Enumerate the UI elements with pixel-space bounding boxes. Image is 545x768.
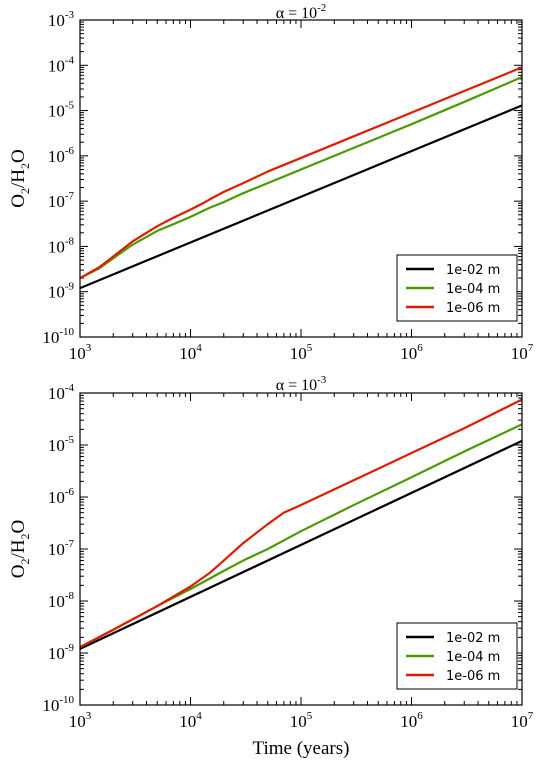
legend: 1e-02 m 1e-04 m 1e-06 m	[396, 254, 518, 322]
legend: 1e-02 m 1e-04 m 1e-06 m	[396, 622, 518, 690]
plot-frame	[79, 392, 523, 706]
y-tick-label: 10-7	[48, 538, 75, 559]
series-line-1e-06-m	[80, 398, 522, 649]
minor-ticks	[80, 20, 522, 337]
y-tick-label: 10-3	[48, 9, 75, 30]
series-line-1e-06-m	[80, 66, 522, 280]
series-group	[80, 66, 522, 290]
x-tick-label: 106	[400, 710, 423, 731]
y-tick-label: 10-6	[48, 486, 75, 507]
series-line-1e-02-m	[80, 104, 522, 290]
y-tick-label: 10-9	[48, 281, 75, 302]
series-group	[80, 398, 522, 650]
legend-label: 1e-04 m	[446, 650, 500, 665]
legend-label: 1e-06 m	[446, 669, 500, 684]
plot-frame	[79, 19, 523, 338]
legend-label: 1e-02 m	[446, 263, 500, 278]
y-tick-label: 10-5	[48, 100, 75, 121]
x-tick-label: 103	[69, 710, 92, 731]
x-tick-label: 103	[69, 342, 92, 363]
y-tick-label: 10-6	[48, 145, 75, 166]
y-axis-label: O2/H2O	[8, 520, 32, 578]
y-tick-label: 10-7	[48, 190, 75, 211]
legend-label: 1e-06 m	[446, 301, 500, 316]
chart-panel-2: 103 104 105 106 107 10-10 10-9 10-8 10-7 10-6 10-5…	[8, 374, 534, 759]
x-tick-label: 104	[179, 342, 202, 363]
chart-title: α = 10-2	[276, 2, 327, 22]
x-tick-label: 107	[511, 342, 534, 363]
y-tick-label: 10-8	[48, 590, 75, 611]
chart-panel-1: 103 104 105 106 107 10-10 10-9 10-8 10-7 10-6 10-5…	[8, 2, 534, 363]
chart-title: α = 10-3	[276, 374, 327, 394]
x-tick-label: 104	[179, 710, 202, 731]
y-tick-label: 10-10	[42, 326, 74, 347]
legend-label: 1e-04 m	[446, 282, 500, 297]
y-tick-label: 10-10	[42, 694, 74, 715]
y-axis-label: O2/H2O	[8, 149, 32, 207]
x-tick-label: 105	[290, 710, 313, 731]
y-tick-label: 10-9	[48, 642, 75, 663]
x-tick-label: 105	[290, 342, 313, 363]
x-tick-label: 106	[400, 342, 423, 363]
y-tick-label: 10-4	[48, 54, 75, 75]
legend-label: 1e-02 m	[446, 631, 500, 646]
minor-ticks	[80, 393, 522, 705]
x-axis-label: Time (years)	[253, 738, 350, 759]
y-tick-label: 10-4	[48, 382, 75, 403]
y-tick-label: 10-5	[48, 434, 75, 455]
series-line-1e-04-m	[80, 75, 522, 280]
series-line-1e-02-m	[80, 439, 522, 650]
y-tick-label: 10-8	[48, 235, 75, 256]
x-tick-label: 107	[511, 710, 534, 731]
series-line-1e-04-m	[80, 423, 522, 649]
